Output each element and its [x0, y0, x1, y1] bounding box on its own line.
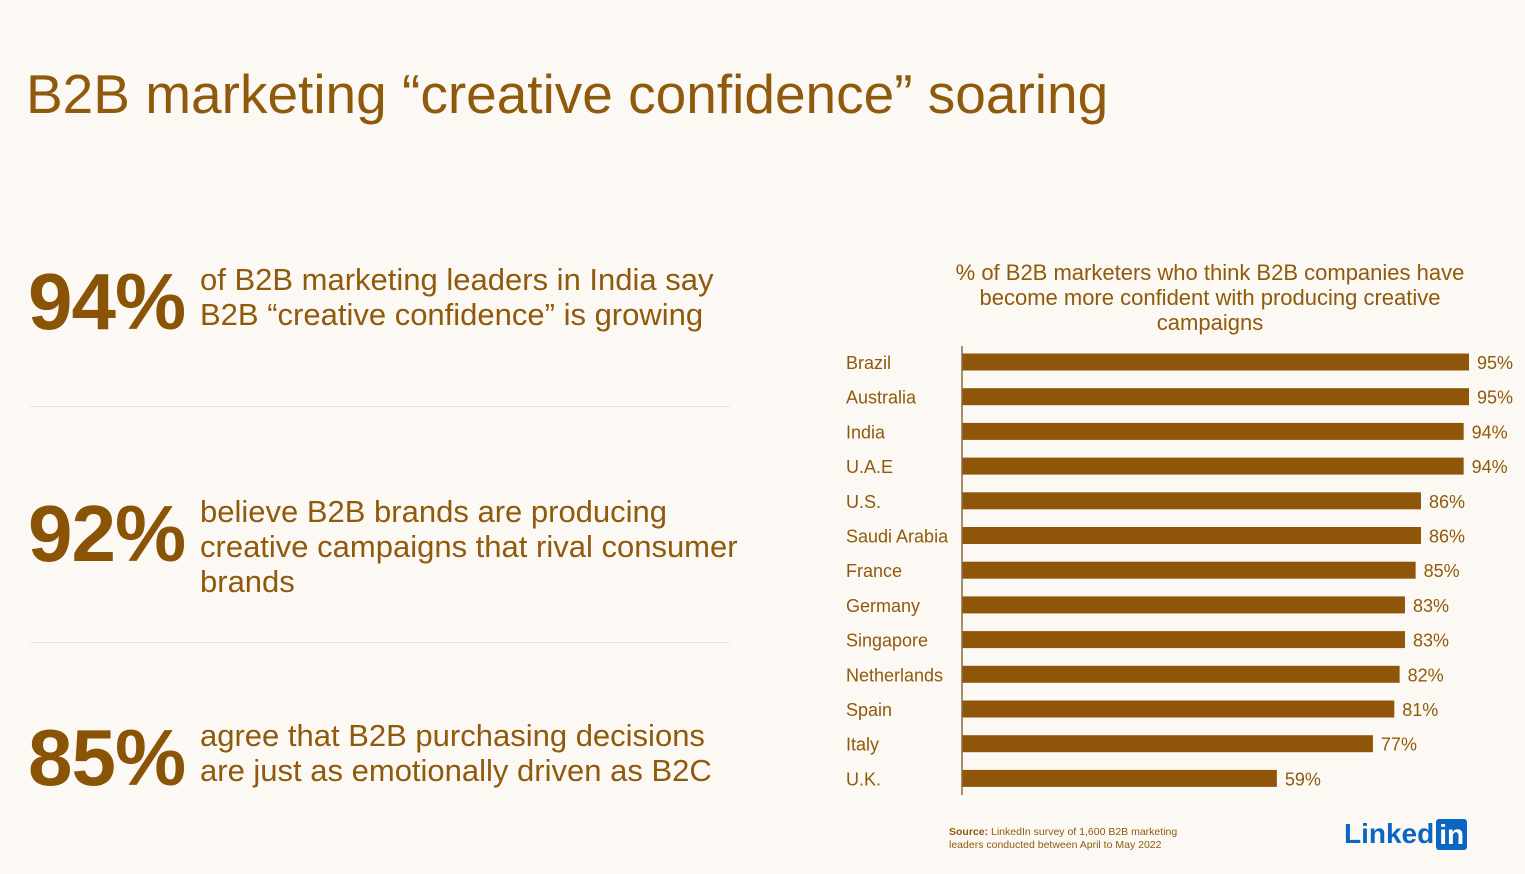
stat-1: 94% of B2B marketing leaders in India sa…	[28, 262, 740, 342]
bar	[962, 665, 1400, 683]
bar	[962, 596, 1405, 614]
data-label: 83%	[1413, 596, 1449, 616]
stat-text: agree that B2B purchasing decisions are …	[200, 718, 712, 788]
stat-3: 85% agree that B2B purchasing decisions …	[28, 718, 740, 798]
category-label: India	[846, 422, 886, 442]
data-label: 86%	[1429, 492, 1465, 512]
stat-text: believe B2B brands are producing creativ…	[200, 494, 738, 599]
source-text: LinkedIn survey of 1,600 B2B marketing l…	[949, 826, 1178, 851]
bar	[962, 631, 1405, 649]
stat-text: of B2B marketing leaders in India say B2…	[200, 262, 714, 332]
bar	[962, 388, 1469, 406]
data-label: 82%	[1408, 665, 1444, 685]
category-label: Saudi Arabia	[846, 527, 949, 547]
category-label: Germany	[846, 596, 920, 616]
bar	[962, 527, 1421, 544]
data-label: 94%	[1472, 457, 1508, 477]
bar	[962, 353, 1469, 371]
logo-badge: in	[1436, 818, 1468, 850]
page-title: B2B marketing “creative confidence” soar…	[26, 63, 1109, 125]
bar	[962, 700, 1395, 718]
data-label: 95%	[1477, 353, 1513, 373]
data-label: 95%	[1477, 388, 1513, 408]
category-label: Singapore	[846, 631, 928, 651]
category-label: Spain	[846, 700, 892, 720]
data-label: 83%	[1413, 631, 1449, 651]
category-label: Brazil	[846, 353, 891, 373]
source-note: Source: LinkedIn survey of 1,600 B2B mar…	[949, 826, 1189, 851]
data-label: 77%	[1381, 735, 1417, 755]
divider	[30, 642, 730, 643]
bar	[962, 735, 1373, 753]
divider	[30, 406, 730, 407]
source-label: Source:	[949, 826, 989, 838]
logo-text: Linked	[1344, 818, 1435, 849]
stat-value: 85%	[28, 713, 186, 802]
category-label: U.A.E	[846, 457, 893, 477]
data-label: 86%	[1429, 527, 1465, 547]
chart-title: % of B2B marketers who think B2B compani…	[955, 260, 1465, 335]
linkedin-logo: Linked in	[1344, 818, 1468, 850]
bar	[962, 561, 1416, 579]
bar	[962, 769, 1277, 787]
category-label: Australia	[846, 388, 917, 408]
data-label: 94%	[1472, 422, 1508, 442]
category-label: Italy	[846, 735, 879, 755]
data-label: 59%	[1285, 769, 1321, 789]
category-label: U.S.	[846, 492, 881, 512]
stat-2: 92% believe B2B brands are producing cre…	[28, 489, 740, 600]
bar	[962, 457, 1464, 475]
category-label: U.K.	[846, 769, 881, 789]
data-label: 81%	[1402, 700, 1438, 720]
bar	[962, 422, 1464, 440]
stat-value: 92%	[28, 489, 186, 578]
stat-value: 94%	[28, 257, 186, 346]
data-label: 85%	[1424, 561, 1460, 581]
category-label: France	[846, 561, 902, 581]
bar	[962, 492, 1421, 510]
category-label: Netherlands	[846, 665, 943, 685]
